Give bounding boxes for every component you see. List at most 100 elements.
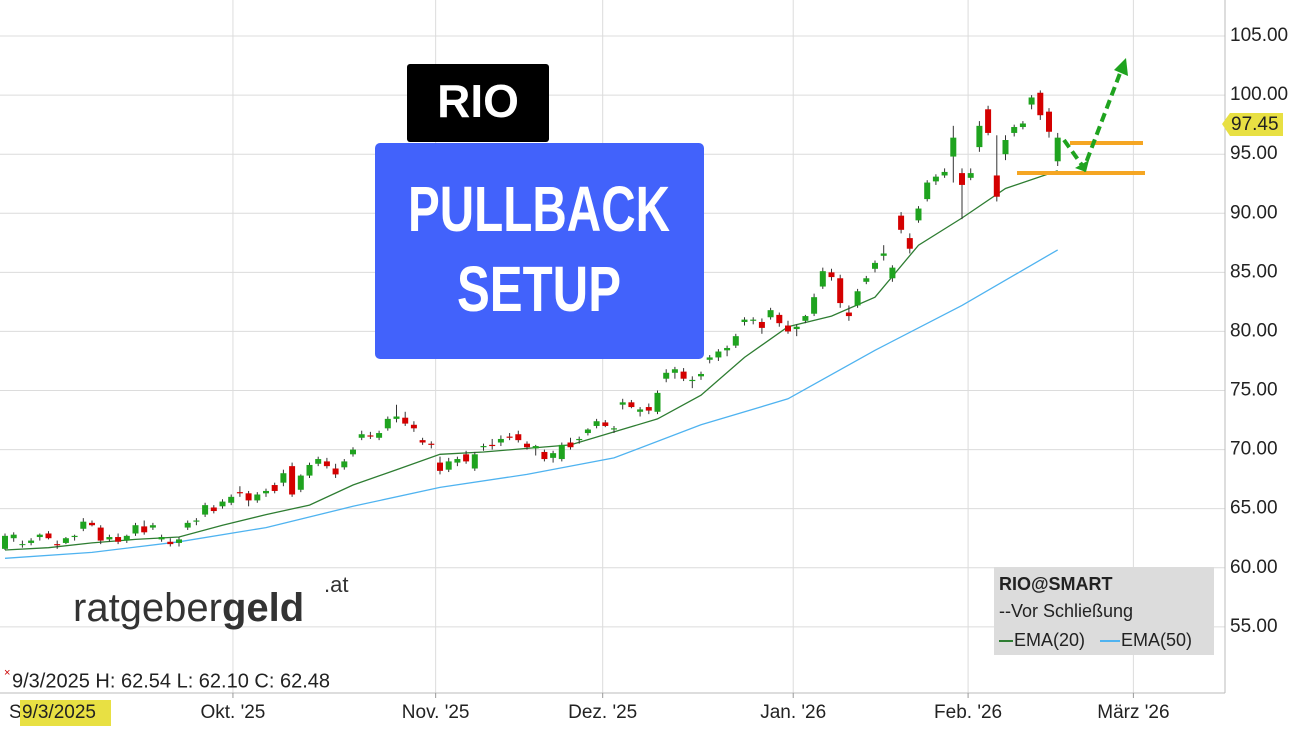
candle-body bbox=[515, 434, 522, 441]
candle-body bbox=[785, 325, 791, 332]
candle-body bbox=[863, 278, 870, 282]
candle-body bbox=[637, 409, 644, 412]
x-tick-label: Nov. '25 bbox=[402, 702, 470, 723]
candle-body bbox=[263, 490, 269, 494]
candle-body bbox=[410, 424, 417, 429]
candle-body bbox=[350, 449, 356, 455]
candle-body bbox=[880, 253, 887, 256]
candle-body bbox=[706, 357, 713, 360]
candle-body bbox=[576, 438, 583, 441]
candle-body bbox=[445, 461, 452, 470]
candle-body bbox=[419, 440, 426, 443]
cursor-box bbox=[20, 700, 111, 726]
marks bbox=[2, 90, 1061, 559]
candle-body bbox=[289, 466, 296, 495]
candle-body bbox=[71, 535, 78, 538]
candle-body bbox=[584, 429, 591, 434]
candle-body bbox=[341, 461, 348, 468]
setup-line: SETUP bbox=[457, 253, 621, 325]
setup-line: PULLBACK bbox=[408, 173, 670, 245]
candle-body bbox=[62, 538, 69, 543]
ticker-box bbox=[407, 64, 549, 142]
candle-body bbox=[80, 521, 87, 529]
candle-body bbox=[1002, 140, 1009, 155]
candle-body bbox=[567, 442, 574, 448]
price-label-box bbox=[1222, 113, 1283, 136]
candle-body bbox=[924, 182, 931, 200]
candle-body bbox=[236, 492, 243, 494]
candle-body bbox=[602, 422, 609, 426]
candle-body bbox=[819, 271, 826, 287]
candle-body bbox=[1011, 127, 1018, 133]
candle-body bbox=[898, 215, 905, 230]
candle-body bbox=[184, 522, 191, 528]
candle-body bbox=[471, 454, 478, 469]
arrow-head bbox=[1075, 160, 1089, 172]
candle-body bbox=[750, 319, 757, 321]
y-tick-label: 65.00 bbox=[1230, 498, 1278, 519]
candle-body bbox=[2, 535, 8, 549]
x-tick-label: Dez. '25 bbox=[568, 702, 637, 723]
candle-body bbox=[967, 173, 974, 178]
candle-body bbox=[36, 534, 43, 538]
candle-body bbox=[698, 373, 704, 377]
candle-body bbox=[245, 493, 252, 501]
candle-body bbox=[1028, 97, 1035, 105]
candle-body bbox=[297, 475, 304, 490]
y-tick-label: 55.00 bbox=[1230, 616, 1278, 637]
candle-body bbox=[932, 176, 939, 182]
candle-body bbox=[384, 418, 391, 429]
candle-body bbox=[176, 539, 182, 543]
candle-body bbox=[811, 297, 818, 314]
candle-body bbox=[10, 534, 17, 539]
logo-part: geld bbox=[222, 586, 304, 630]
candle-body bbox=[541, 451, 548, 460]
candle-body bbox=[758, 321, 765, 328]
cursor-prefix: S bbox=[9, 702, 22, 723]
candle-body bbox=[89, 522, 95, 526]
candle-body bbox=[950, 137, 957, 157]
candle-body bbox=[393, 416, 400, 419]
candle-body bbox=[524, 443, 530, 448]
legend-symbol: RIO@SMART bbox=[999, 574, 1113, 594]
candle-body bbox=[776, 314, 783, 324]
candle-body bbox=[497, 438, 504, 443]
candle-body bbox=[202, 505, 209, 515]
candle-body bbox=[123, 535, 130, 541]
candle-body bbox=[732, 336, 739, 346]
candle-body bbox=[1037, 92, 1044, 116]
candle-body bbox=[367, 435, 374, 437]
y-tick-label: 75.00 bbox=[1230, 380, 1278, 401]
candle-body bbox=[306, 464, 313, 476]
arrow-path bbox=[1062, 67, 1124, 173]
candle-body bbox=[45, 533, 52, 539]
candle-body bbox=[976, 125, 983, 148]
arrow-head bbox=[1114, 58, 1128, 76]
info-marker: × bbox=[4, 667, 10, 679]
y-tick-label: 105.00 bbox=[1230, 25, 1288, 46]
candle-body bbox=[1046, 111, 1052, 132]
candle-body bbox=[611, 428, 617, 430]
candle-body bbox=[97, 527, 104, 541]
logo-suffix: .at bbox=[324, 572, 348, 597]
candle-body bbox=[628, 402, 635, 408]
candle-body bbox=[323, 461, 330, 467]
candle-body bbox=[219, 501, 226, 507]
info: 9/3/2025 H: 62.54 L: 62.10 C: 62.48 bbox=[12, 670, 330, 692]
cursor-date: 9/3/2025 bbox=[22, 702, 96, 723]
candle-body bbox=[558, 444, 565, 460]
candle-body bbox=[550, 453, 557, 458]
candle-body bbox=[480, 446, 487, 448]
candle-body bbox=[193, 520, 200, 522]
candle-body bbox=[767, 310, 774, 318]
candle-body bbox=[793, 326, 800, 330]
candle-body bbox=[854, 291, 861, 306]
candle-body bbox=[358, 434, 365, 438]
candle-body bbox=[741, 319, 748, 322]
candle-body bbox=[915, 208, 922, 221]
y-tick-label: 80.00 bbox=[1230, 320, 1278, 341]
y-tick-label: 85.00 bbox=[1230, 261, 1278, 282]
candle-body bbox=[210, 507, 217, 512]
candle-body bbox=[506, 436, 513, 438]
candle-body bbox=[141, 526, 148, 533]
